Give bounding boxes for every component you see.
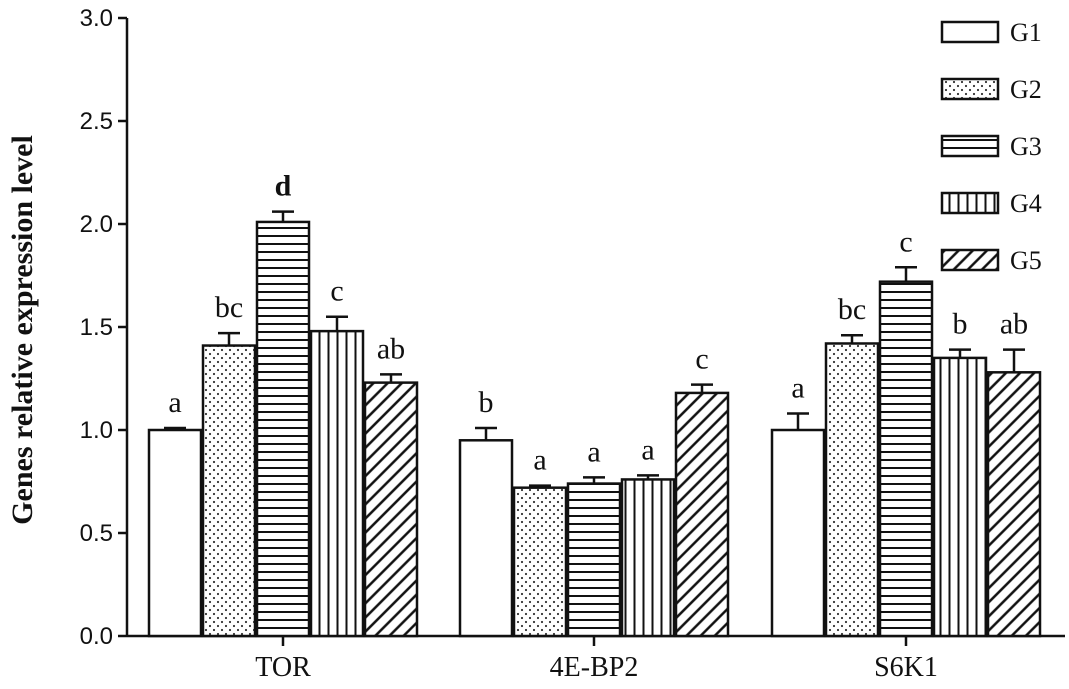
bar	[824, 342, 880, 638]
y-axis-label: Genes relative expression level	[6, 135, 39, 525]
legend-label: G5	[1010, 246, 1042, 275]
y-tick-label: 1.0	[80, 417, 113, 444]
bar	[620, 478, 676, 638]
legend-swatch	[940, 191, 1000, 215]
x-tick-label: TOR	[255, 652, 311, 683]
significance-label: bc	[838, 293, 866, 326]
y-axis-title-group: Genes relative expression level	[6, 135, 39, 525]
significance-label: a	[791, 372, 804, 405]
y-tick-label: 2.0	[80, 211, 113, 238]
significance-label: a	[587, 435, 600, 468]
legend: G1 G2 G3 G4 G5	[940, 18, 1042, 275]
bar	[932, 356, 988, 638]
significance-label: a	[168, 386, 181, 419]
bar	[674, 391, 730, 638]
y-tick-label: 0.5	[80, 520, 113, 547]
legend-swatch	[940, 134, 1000, 158]
significance-label: ab	[1000, 308, 1028, 341]
significance-label: d	[275, 170, 292, 203]
bar	[363, 381, 419, 638]
legend-label: G1	[1010, 18, 1042, 47]
y-tick-label: 2.5	[80, 108, 113, 135]
significance-label: bc	[215, 291, 243, 324]
significance-label: ab	[377, 332, 405, 365]
significance-label: c	[899, 225, 912, 258]
significance-label: c	[330, 275, 343, 308]
bar	[566, 482, 622, 638]
bar	[147, 428, 203, 638]
bar	[201, 344, 257, 638]
significance-label: b	[479, 386, 494, 419]
bar	[512, 486, 568, 638]
significance-label: b	[953, 308, 968, 341]
bar	[255, 220, 311, 638]
legend-label: G2	[1010, 75, 1042, 104]
bar	[458, 439, 514, 638]
significance-label: a	[533, 444, 546, 477]
y-tick-label: 3.0	[80, 5, 113, 32]
bar	[878, 280, 934, 638]
legend-label: G3	[1010, 132, 1042, 161]
significance-label: a	[641, 433, 654, 466]
x-tick-label: S6K1	[874, 652, 938, 683]
legend-swatch	[940, 77, 1000, 101]
bar	[309, 329, 365, 638]
y-tick-label: 1.5	[80, 314, 113, 341]
legend-swatch	[940, 248, 1000, 272]
legend-label: G4	[1010, 189, 1042, 218]
bar	[770, 428, 826, 638]
x-tick-label: 4E-BP2	[550, 652, 639, 683]
significance-label: c	[695, 343, 708, 376]
bar	[986, 371, 1042, 638]
legend-swatch	[940, 20, 1000, 44]
axes: 0.0 0.5 1.0 1.5 2.0 2.5 3.0 TOR 4E-BP2 S6K1	[80, 5, 1065, 683]
y-tick-label: 0.0	[80, 623, 113, 650]
